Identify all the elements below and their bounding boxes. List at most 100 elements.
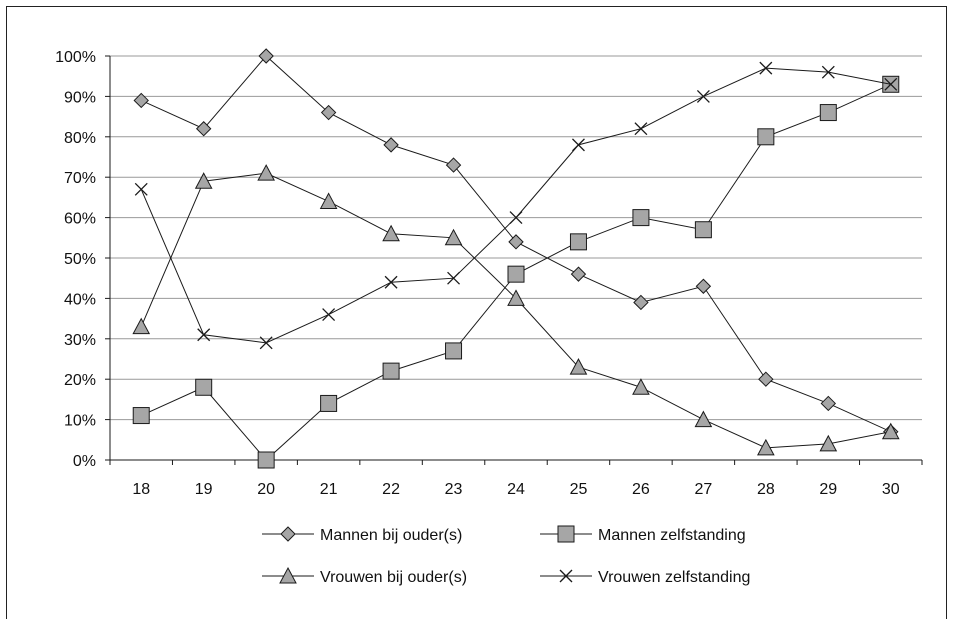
data-point — [634, 122, 648, 136]
y-tick-label: 40% — [64, 291, 96, 308]
data-point — [134, 182, 148, 196]
y-tick-label: 50% — [64, 251, 96, 268]
cross-stroke — [759, 61, 773, 75]
data-point — [570, 266, 587, 282]
data-point — [695, 278, 712, 294]
legend-item: Vrouwen zelfstanding — [540, 569, 750, 586]
x-tick-label: 29 — [819, 481, 837, 498]
data-point — [757, 438, 775, 456]
data-point — [821, 65, 835, 79]
data-point — [572, 138, 585, 152]
cross-stroke — [884, 77, 898, 91]
data-point — [445, 342, 463, 360]
legend-label: Mannen zelfstanding — [598, 527, 746, 544]
data-point — [569, 233, 587, 251]
legend-label: Mannen bij ouder(s) — [320, 527, 462, 544]
data-point — [320, 104, 337, 121]
x-tick-label: 20 — [257, 481, 275, 498]
data-point — [694, 221, 712, 239]
series-3 — [134, 61, 898, 350]
data-point — [757, 128, 775, 146]
data-point — [758, 371, 774, 387]
x-tick-labels: 18 19 20 21 22 23 24 25 26 27 28 29 30 — [132, 481, 899, 498]
data-point — [447, 271, 460, 285]
data-point — [508, 234, 524, 250]
x-tick-label: 23 — [445, 481, 463, 498]
data-point — [632, 378, 650, 395]
data-point — [819, 434, 838, 452]
y-tick-label: 100% — [55, 49, 96, 66]
legend-marker — [279, 566, 297, 584]
series-1 — [132, 75, 900, 469]
legend-item: Mannen bij ouder(s) — [262, 526, 462, 544]
cross-stroke — [384, 275, 398, 289]
y-tick-label: 80% — [64, 130, 96, 147]
legend-label: Vrouwen bij ouder(s) — [320, 569, 467, 586]
cross-stroke — [197, 328, 211, 342]
y-tick-label: 90% — [64, 89, 96, 106]
y-tick-label: 30% — [64, 332, 96, 349]
data-point — [320, 394, 338, 412]
data-point — [319, 192, 338, 209]
cross-stroke — [696, 89, 710, 103]
data-point — [258, 48, 274, 64]
data-point — [257, 451, 275, 469]
data-point — [382, 224, 400, 242]
x-tick-label: 24 — [507, 481, 525, 498]
data-point — [194, 172, 213, 189]
data-point — [383, 137, 399, 153]
data-point — [819, 104, 837, 122]
cross-stroke — [559, 569, 573, 583]
data-point — [257, 164, 275, 181]
cross-stroke — [259, 336, 273, 350]
data-point — [696, 89, 710, 103]
x-tick-label: 21 — [320, 481, 338, 498]
y-tick-label: 10% — [64, 413, 96, 430]
data-point — [322, 308, 336, 322]
y-tick-labels: 0% 10% 20% 30% 40% 50% 60% 70% 80% 90% 100% — [55, 49, 96, 470]
data-point — [694, 410, 713, 428]
data-point — [382, 362, 400, 380]
x-tick-label: 25 — [570, 481, 588, 498]
data-point — [884, 77, 898, 91]
cross-stroke — [634, 122, 648, 136]
data-point — [384, 275, 398, 289]
data-point — [259, 336, 273, 350]
cross-stroke — [821, 65, 835, 79]
data-point — [132, 317, 151, 335]
data-point — [445, 157, 462, 173]
y-tick-label: 60% — [64, 211, 96, 228]
cross-stroke — [322, 308, 336, 322]
x-tick-label: 27 — [694, 481, 712, 498]
y-tick-label: 70% — [64, 170, 96, 187]
data-point — [509, 211, 523, 225]
x-tick-label: 28 — [757, 481, 775, 498]
x-tick-label: 26 — [632, 481, 650, 498]
legend-marker — [559, 569, 573, 583]
data-point — [132, 407, 150, 425]
data-point — [133, 92, 149, 109]
legend-label: Vrouwen zelfstanding — [598, 569, 750, 586]
x-tick-label: 22 — [382, 481, 400, 498]
legend-item: Vrouwen bij ouder(s) — [262, 566, 467, 586]
chart-frame — [6, 6, 947, 619]
x-tick-label: 19 — [195, 481, 213, 498]
cross-stroke — [447, 271, 460, 285]
data-point — [881, 422, 900, 440]
series-0 — [133, 48, 899, 440]
legend-marker — [280, 526, 296, 542]
legend-marker — [557, 525, 575, 543]
series-group — [132, 48, 900, 469]
cross-stroke — [134, 182, 148, 196]
x-tick-label: 30 — [882, 481, 900, 498]
series-line — [140, 172, 891, 449]
x-tick-label: 18 — [132, 481, 150, 498]
legend-item: Mannen zelfstanding — [540, 525, 746, 544]
data-point — [632, 209, 650, 227]
axes — [105, 55, 923, 465]
data-point — [759, 61, 773, 75]
cross-stroke — [509, 211, 523, 225]
data-point — [569, 358, 588, 375]
data-point — [195, 378, 213, 396]
series-2 — [132, 164, 900, 456]
